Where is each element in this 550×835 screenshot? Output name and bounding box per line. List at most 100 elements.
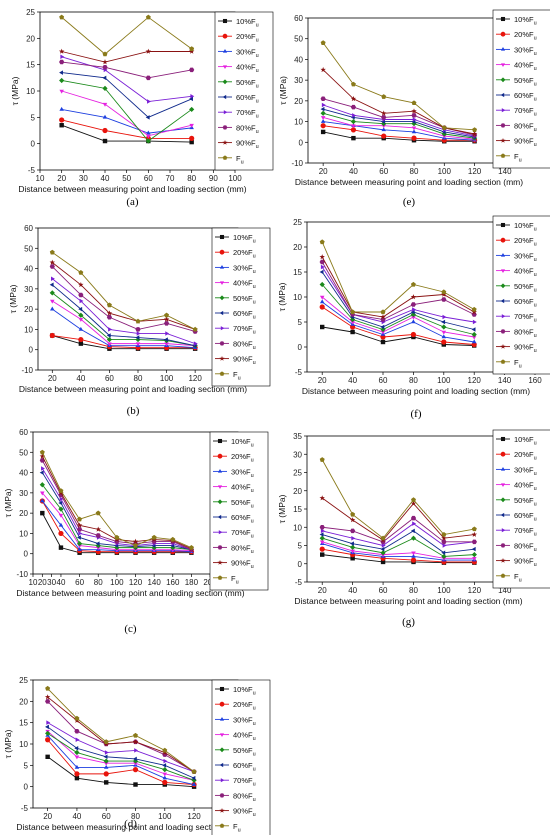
x-tick-label: 140 xyxy=(498,376,512,385)
legend-label: 50%F xyxy=(514,496,534,505)
legend-swatch-marker xyxy=(222,139,228,145)
data-point xyxy=(46,720,51,725)
x-tick-label: 70 xyxy=(166,174,175,183)
series-group xyxy=(44,685,197,789)
data-point xyxy=(471,526,477,532)
legend-entry: 50%Fu xyxy=(231,498,254,510)
legend-label: 60%F xyxy=(233,761,253,770)
series-line-1 xyxy=(47,756,195,788)
data-point xyxy=(102,51,108,57)
legend-subscript: u xyxy=(534,51,537,57)
legend-entry: 20%Fu xyxy=(514,450,537,462)
data-point xyxy=(319,457,325,462)
legend-entry: 60%Fu xyxy=(514,297,537,309)
legend-swatch-marker xyxy=(500,512,505,518)
data-point xyxy=(103,739,109,744)
legend-label: 30%F xyxy=(514,251,534,260)
legend-label: 30%F xyxy=(231,467,251,476)
data-point xyxy=(189,123,194,128)
data-point xyxy=(39,470,44,475)
data-point xyxy=(102,59,108,65)
y-tick-label: 20 xyxy=(293,487,302,496)
y-tick-label: 20 xyxy=(24,305,33,314)
legend-label: F xyxy=(231,574,236,583)
plot-frame xyxy=(39,11,236,171)
x-tick-label: 80 xyxy=(134,374,143,383)
y-tick-label: 60 xyxy=(294,14,303,23)
data-point xyxy=(441,334,447,339)
data-point xyxy=(411,135,417,141)
data-point xyxy=(411,551,416,556)
legend-label: 50%F xyxy=(236,78,256,87)
data-point xyxy=(132,739,139,745)
legend-entry: 90%Fu xyxy=(236,139,259,151)
legend-swatch-marker xyxy=(500,359,506,364)
series-line-2 xyxy=(322,548,475,563)
legend-label: 90%F xyxy=(233,355,253,364)
legend-label: 20%F xyxy=(233,248,253,257)
data-point xyxy=(189,46,195,51)
x-tick-label: 40 xyxy=(72,812,81,821)
data-point xyxy=(411,319,416,324)
data-point xyxy=(104,750,109,755)
series-line-6 xyxy=(323,108,475,138)
legend-swatch-marker xyxy=(223,110,228,115)
data-point xyxy=(441,330,447,335)
data-point xyxy=(76,522,83,528)
legend-swatch-marker xyxy=(500,153,506,158)
legend-entry: 80%Fu xyxy=(231,543,254,555)
data-point xyxy=(472,127,478,132)
data-point xyxy=(59,77,65,84)
data-point xyxy=(350,549,355,554)
data-point xyxy=(380,339,386,345)
data-point xyxy=(471,335,477,340)
y-tick-label: 15 xyxy=(293,268,302,277)
legend-subscript: u xyxy=(534,142,537,148)
legend-label: 70%F xyxy=(514,312,534,321)
legend-subscript: u xyxy=(253,782,256,788)
legend-entry: 60%Fu xyxy=(233,761,256,773)
legend-subscript: u xyxy=(534,456,537,462)
data-point xyxy=(132,756,137,762)
y-tick-label: 25 xyxy=(293,469,302,478)
data-point xyxy=(107,342,112,347)
panel-label: (a) xyxy=(126,196,139,208)
legend-label: 70%F xyxy=(233,776,253,785)
data-point xyxy=(95,510,101,516)
data-point xyxy=(189,135,195,141)
legend: 10%Fu20%Fu30%Fu40%Fu50%Fu60%Fu70%Fu80%Fu… xyxy=(211,227,271,387)
x-tick-label: 40 xyxy=(57,578,66,587)
x-tick-label: 140 xyxy=(498,586,512,595)
data-point xyxy=(77,547,82,551)
legend-subscript: u xyxy=(534,333,537,339)
data-point xyxy=(104,780,109,785)
legend-label: 40%F xyxy=(231,483,251,492)
legend-subscript: u xyxy=(534,127,537,133)
series-line-2 xyxy=(61,119,192,139)
legend-label: 80%F xyxy=(514,327,534,336)
legend-label: 10%F xyxy=(514,221,534,230)
legend-swatch-marker xyxy=(500,483,506,487)
legend-swatch-marker xyxy=(500,329,506,334)
legend-entry: Fu xyxy=(233,370,241,382)
data-point xyxy=(411,497,416,502)
legend-label: 50%F xyxy=(514,76,534,85)
data-point xyxy=(49,332,55,339)
data-point xyxy=(45,699,51,704)
legend-label: 10%F xyxy=(233,685,253,694)
y-tick-label: -10 xyxy=(21,366,33,375)
legend-entry: 50%Fu xyxy=(233,294,256,306)
legend-subscript: u xyxy=(534,532,537,538)
series-line-2 xyxy=(52,335,196,349)
legend-swatch-marker xyxy=(219,793,225,798)
series-line-4 xyxy=(322,541,475,559)
data-point xyxy=(380,314,386,320)
legend-label: 20%F xyxy=(514,30,534,39)
legend-swatch-marker xyxy=(500,31,506,37)
series-line-6 xyxy=(47,726,195,779)
data-point xyxy=(189,67,195,73)
y-tick-label: 30 xyxy=(19,489,28,498)
legend-subscript: u xyxy=(534,517,537,523)
